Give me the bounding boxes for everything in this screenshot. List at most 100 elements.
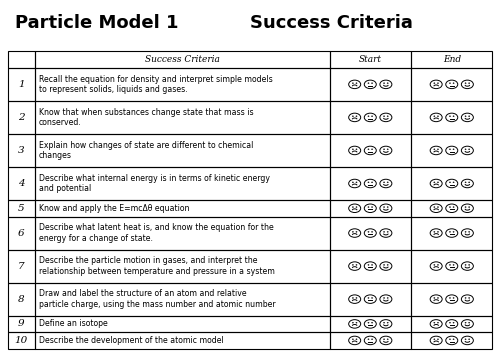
Text: Explain how changes of state are different to chemical
changes: Explain how changes of state are differe… (38, 141, 253, 160)
Text: 4: 4 (18, 179, 25, 188)
Bar (411, 217, 492, 250)
Bar (330, 101, 411, 134)
Circle shape (434, 322, 435, 323)
Circle shape (453, 149, 454, 150)
Circle shape (465, 83, 466, 84)
Circle shape (465, 149, 466, 150)
Circle shape (465, 339, 466, 340)
Bar (330, 51, 411, 68)
Circle shape (465, 264, 466, 266)
Circle shape (468, 339, 470, 340)
Circle shape (352, 264, 354, 266)
Circle shape (468, 83, 470, 84)
Circle shape (387, 149, 388, 150)
Circle shape (468, 264, 470, 266)
Bar (35, 316, 330, 332)
Bar (35, 250, 330, 282)
Bar (411, 68, 492, 101)
Circle shape (434, 149, 435, 150)
Circle shape (352, 339, 354, 340)
Circle shape (356, 297, 357, 298)
Circle shape (368, 149, 369, 150)
Circle shape (434, 297, 435, 298)
Bar (8, 200, 35, 217)
Text: Describe what internal energy is in terms of kinetic energy
and potential: Describe what internal energy is in term… (38, 174, 270, 193)
Text: 7: 7 (18, 262, 25, 270)
Text: 5: 5 (18, 204, 25, 213)
Bar (411, 332, 492, 349)
Circle shape (352, 182, 354, 183)
Text: Describe what latent heat is, and know the equation for the
energy for a change : Describe what latent heat is, and know t… (38, 223, 274, 243)
Circle shape (465, 116, 466, 117)
Circle shape (356, 339, 357, 340)
Circle shape (356, 149, 357, 150)
Circle shape (368, 297, 369, 298)
Circle shape (356, 83, 357, 84)
Circle shape (434, 182, 435, 183)
Bar (330, 200, 411, 217)
Bar (330, 217, 411, 250)
Bar (8, 51, 35, 68)
Text: Particle Model 1: Particle Model 1 (15, 14, 178, 32)
Circle shape (387, 83, 388, 84)
Circle shape (453, 182, 454, 183)
Text: 9: 9 (18, 319, 25, 329)
Circle shape (453, 264, 454, 266)
Bar (330, 316, 411, 332)
Circle shape (352, 83, 354, 84)
Circle shape (352, 297, 354, 298)
Bar (330, 250, 411, 282)
Circle shape (468, 149, 470, 150)
Bar (35, 282, 330, 316)
Circle shape (387, 297, 388, 298)
Circle shape (356, 182, 357, 183)
Circle shape (434, 264, 435, 266)
Circle shape (387, 339, 388, 340)
Text: 3: 3 (18, 146, 25, 155)
Bar (35, 134, 330, 167)
Circle shape (356, 116, 357, 117)
Circle shape (387, 322, 388, 323)
Circle shape (368, 83, 369, 84)
Bar (8, 250, 35, 282)
Bar (411, 101, 492, 134)
Bar (330, 68, 411, 101)
Bar (411, 282, 492, 316)
Text: Success Criteria: Success Criteria (145, 55, 220, 64)
Circle shape (453, 322, 454, 323)
Circle shape (368, 322, 369, 323)
Circle shape (352, 149, 354, 150)
Text: Draw and label the structure of an atom and relative
particle charge, using the : Draw and label the structure of an atom … (38, 290, 276, 309)
Bar (8, 332, 35, 349)
Bar (8, 167, 35, 200)
Circle shape (434, 83, 435, 84)
Text: 10: 10 (14, 336, 28, 345)
Bar (411, 134, 492, 167)
Circle shape (434, 116, 435, 117)
Bar (35, 51, 330, 68)
Circle shape (453, 339, 454, 340)
Text: End: End (442, 55, 461, 64)
Bar (8, 134, 35, 167)
Text: 8: 8 (18, 295, 25, 304)
Bar (35, 332, 330, 349)
Circle shape (465, 182, 466, 183)
Bar (411, 167, 492, 200)
Bar (8, 68, 35, 101)
Text: Success Criteria: Success Criteria (250, 14, 413, 32)
Circle shape (468, 116, 470, 117)
Circle shape (352, 322, 354, 323)
Circle shape (368, 264, 369, 266)
Bar (8, 101, 35, 134)
Bar (330, 282, 411, 316)
Circle shape (387, 116, 388, 117)
Bar (411, 316, 492, 332)
Text: Know and apply the E=mcΔθ equation: Know and apply the E=mcΔθ equation (38, 204, 189, 213)
Circle shape (468, 322, 470, 323)
Circle shape (368, 339, 369, 340)
Circle shape (368, 116, 369, 117)
Text: Start: Start (359, 55, 382, 64)
Circle shape (356, 322, 357, 323)
Bar (330, 332, 411, 349)
Bar (330, 167, 411, 200)
